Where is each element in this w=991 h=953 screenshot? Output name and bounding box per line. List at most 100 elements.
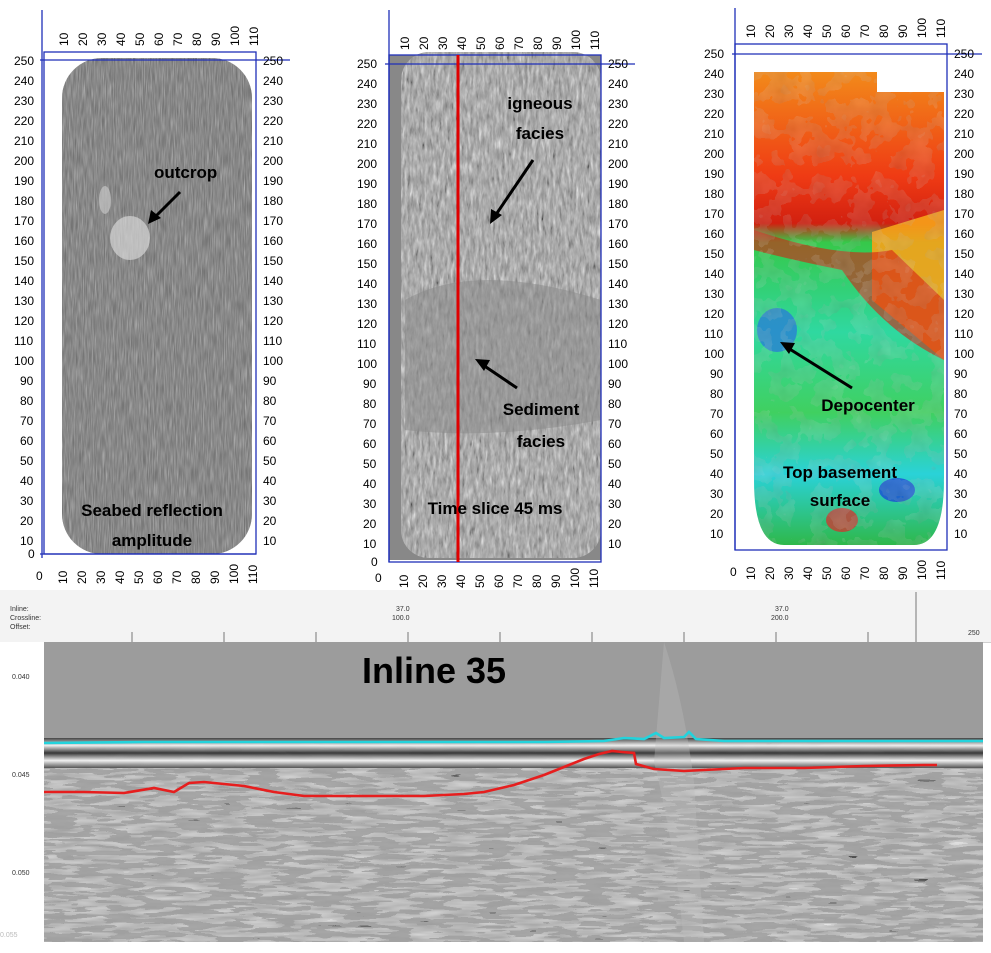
svg-text:180: 180 [704,187,724,201]
svg-text:80: 80 [877,24,891,38]
svg-text:10: 10 [608,537,622,551]
svg-text:40: 40 [363,477,377,491]
svg-text:30: 30 [95,32,109,46]
depocenter-arrow [787,346,853,390]
svg-text:20: 20 [76,32,90,46]
svg-text:220: 220 [704,107,724,121]
svg-text:50: 50 [132,570,146,584]
svg-text:0: 0 [730,565,737,579]
svg-text:240: 240 [357,77,377,91]
svg-text:90: 90 [710,367,724,381]
svg-text:50: 50 [133,32,147,46]
svg-text:100: 100 [227,564,241,584]
svg-text:190: 190 [704,167,724,181]
svg-text:30: 30 [94,570,108,584]
depocenter-arrowhead [780,342,795,354]
svg-text:70: 70 [858,24,872,38]
svg-text:80: 80 [954,387,968,401]
svg-text:130: 130 [704,287,724,301]
svg-text:170: 170 [357,217,377,231]
outcrop-arrow [152,190,182,220]
timeslice-right-ticks: 250 240 230 220 210 200 190 180 170 160 … [608,57,628,551]
svg-text:30: 30 [263,494,277,508]
svg-text:50: 50 [820,24,834,38]
svg-text:120: 120 [954,307,974,321]
svg-text:50: 50 [820,566,834,580]
svg-text:60: 60 [839,24,853,38]
svg-text:90: 90 [896,24,910,38]
svg-text:110: 110 [954,327,973,341]
svg-text:130: 130 [357,297,377,311]
basement-top-ticks: 10 20 30 40 50 60 70 80 90 100 110 [744,18,948,38]
subsurface-reflections [44,742,983,942]
svg-text:50: 50 [20,454,34,468]
svg-text:30: 30 [436,36,450,50]
svg-text:160: 160 [14,234,34,248]
svg-text:0: 0 [375,571,382,585]
svg-text:90: 90 [209,32,223,46]
basement-caption-line2: surface [810,491,870,510]
svg-text:200: 200 [263,154,283,168]
svg-text:230: 230 [357,97,377,111]
svg-text:70: 70 [608,417,622,431]
svg-text:80: 80 [363,397,377,411]
svg-text:220: 220 [954,107,974,121]
svg-text:30: 30 [363,497,377,511]
header-tick-marks [131,592,917,642]
svg-text:190: 190 [608,177,628,191]
svg-text:60: 60 [839,566,853,580]
scroll-thumb-label[interactable]: 0.055 [0,932,18,939]
svg-text:100: 100 [228,26,242,46]
svg-text:110: 110 [247,27,261,46]
svg-text:70: 70 [954,407,968,421]
svg-text:60: 60 [954,427,968,441]
svg-text:230: 230 [704,87,724,101]
svg-text:180: 180 [954,187,974,201]
svg-text:180: 180 [357,197,377,211]
svg-text:100: 100 [954,347,974,361]
top-basement-horizon-pick [44,749,937,798]
svg-text:230: 230 [954,87,974,101]
offset-header-label: Offset: [10,624,31,631]
inline-value-col1: 37.0 [396,606,410,613]
svg-text:190: 190 [263,174,283,188]
svg-text:220: 220 [608,117,628,131]
svg-text:140: 140 [954,267,974,281]
svg-text:210: 210 [608,137,628,151]
section-title: Inline 35 [362,650,507,691]
svg-text:70: 70 [511,574,525,588]
section-trace-header: Inline: Crossline: Offset: 37.0 100.0 37… [0,590,991,643]
svg-text:30: 30 [20,494,34,508]
svg-text:20: 20 [417,36,431,50]
svg-text:140: 140 [357,277,377,291]
svg-text:60: 60 [492,574,506,588]
time-slice-figure: 250 240 230 220 210 200 190 180 170 160 … [357,10,635,588]
svg-text:0: 0 [28,547,35,561]
svg-text:200: 200 [357,157,377,171]
svg-text:240: 240 [608,77,628,91]
svg-text:30: 30 [782,24,796,38]
svg-text:100: 100 [568,568,582,588]
crossline-value-col2: 200.0 [771,615,789,622]
svg-text:30: 30 [710,487,724,501]
svg-text:220: 220 [357,117,377,131]
svg-text:50: 50 [608,457,622,471]
svg-text:120: 120 [263,314,283,328]
svg-text:90: 90 [549,574,563,588]
svg-text:160: 160 [704,227,724,241]
svg-text:210: 210 [954,127,974,141]
trace-count-edge-label: 250 [968,630,980,637]
svg-text:100: 100 [608,357,628,371]
svg-text:220: 220 [263,114,283,128]
depocenter-callout: Depocenter [821,396,915,415]
svg-text:250: 250 [608,57,628,71]
svg-text:30: 30 [782,566,796,580]
svg-text:90: 90 [208,570,222,584]
time-tick-0045: 0.045 [12,772,30,779]
svg-text:70: 70 [170,570,184,584]
top-basement-image [754,72,944,545]
igneous-facies-arrow [493,159,535,217]
svg-text:160: 160 [357,237,377,251]
inline-35-seismic-section: Inline: Crossline: Offset: 37.0 100.0 37… [0,590,991,953]
svg-text:150: 150 [608,257,628,271]
